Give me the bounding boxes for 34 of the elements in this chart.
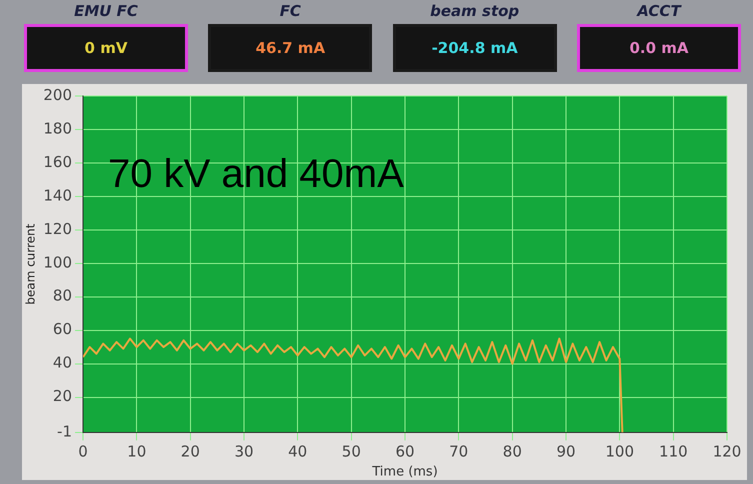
text: ACCT: [637, 2, 681, 22]
x-tick-label: 90: [556, 442, 576, 460]
text: 46.7 mA: [208, 24, 372, 72]
y-tick-label: 60: [52, 320, 72, 338]
x-tick-label: 120: [712, 442, 742, 460]
x-tick-label: 80: [502, 442, 522, 460]
x-tick-label: 20: [180, 442, 200, 460]
x-tick-label: 100: [605, 442, 634, 460]
x-tick-label: 60: [395, 442, 415, 460]
x-tick-label: 110: [659, 442, 688, 460]
x-tick-label: 70: [449, 442, 468, 460]
y-tick-label: 20: [52, 387, 72, 406]
text: 0.0 mA: [576, 24, 741, 72]
text: -204.8 mA: [392, 24, 557, 72]
x-tick-label: 0: [78, 442, 88, 460]
y-tick-label: 180: [43, 119, 72, 138]
text: EMU FC: [74, 2, 138, 22]
x-tick-label: 40: [288, 442, 308, 460]
x-tick-label: 30: [234, 442, 254, 460]
y-tick-label: 160: [43, 152, 72, 171]
x-tick-label: 10: [127, 442, 146, 460]
text: FC: [280, 2, 301, 22]
y-tick-label: 40: [52, 354, 72, 372]
y-tick-label: 120: [43, 220, 72, 238]
y-tick-label: 80: [52, 286, 72, 305]
y-tick-label: 140: [43, 186, 72, 204]
text: 0 mV: [24, 24, 188, 72]
x-tick-label: 50: [342, 442, 361, 460]
y-axis-title: beam current: [23, 223, 38, 305]
y-tick-label: 200: [43, 86, 72, 104]
y-tick-label: 100: [43, 253, 72, 272]
text: beam stop: [430, 2, 520, 22]
x-axis-title: Time (ms): [371, 464, 438, 480]
y-tick-label: -1: [57, 422, 72, 440]
